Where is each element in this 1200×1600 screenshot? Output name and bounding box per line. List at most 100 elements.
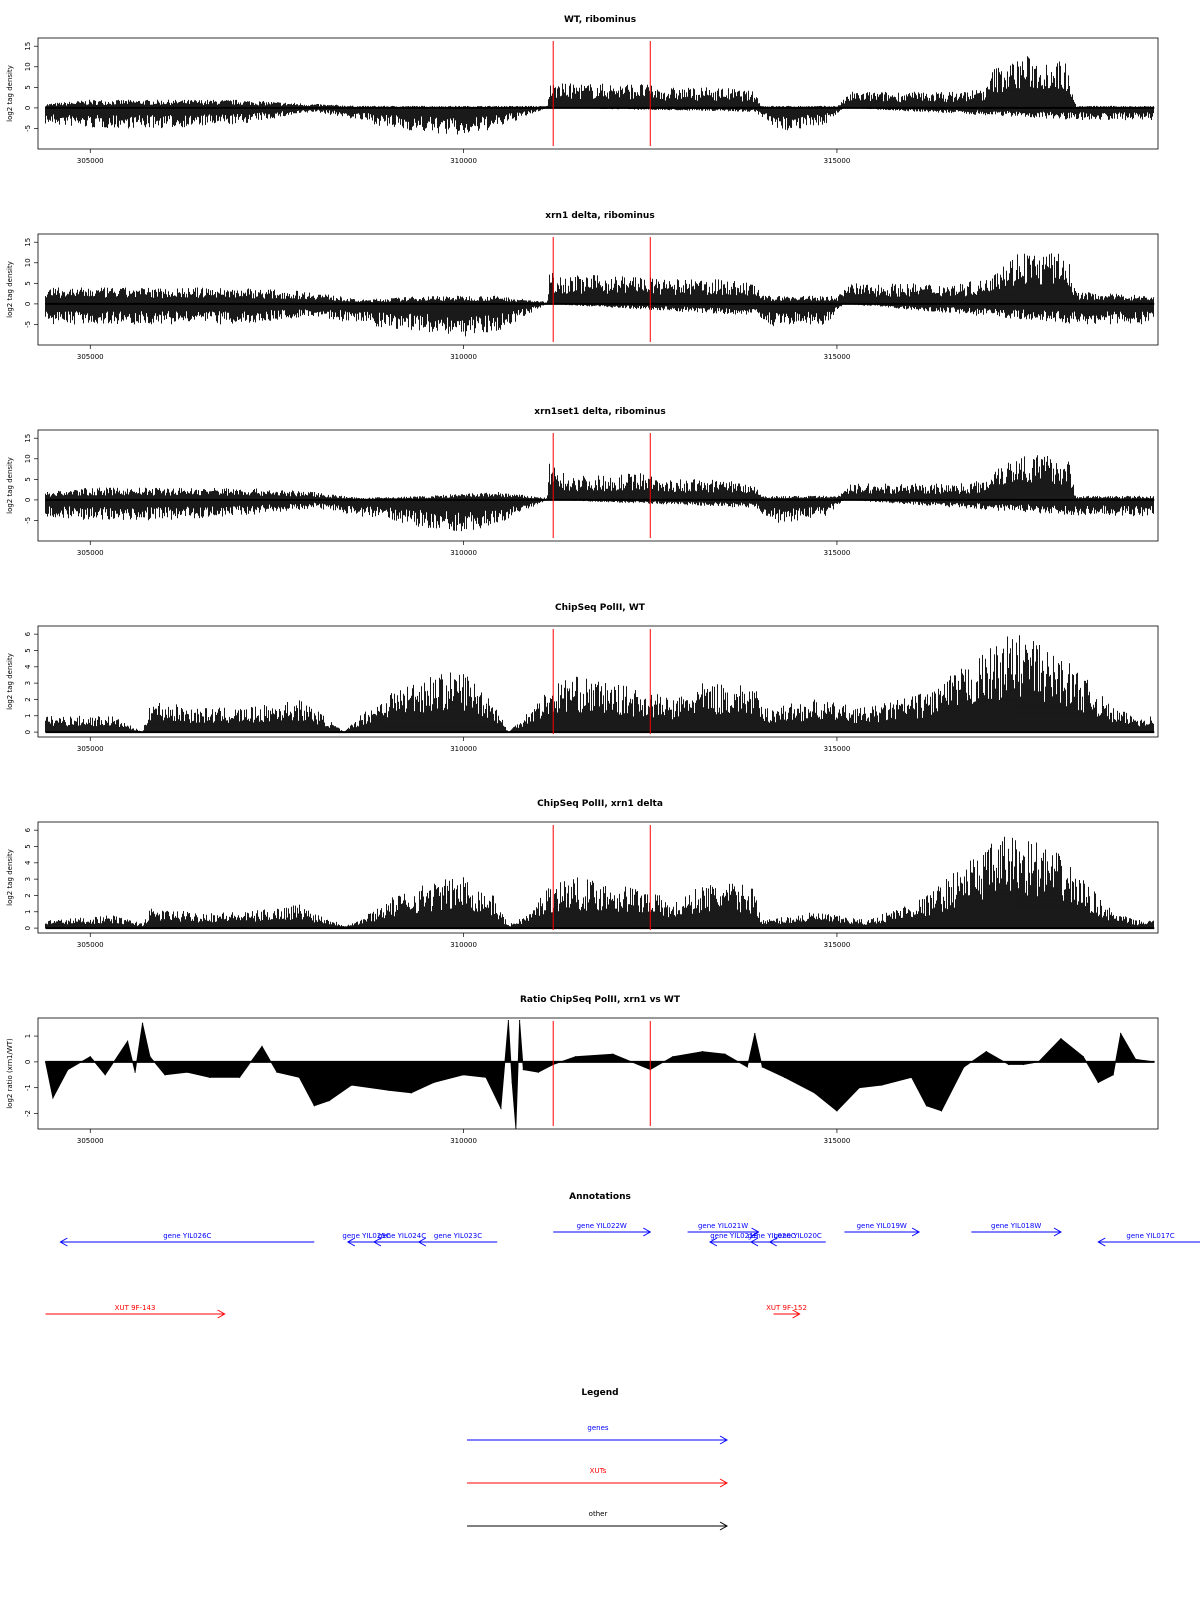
y-tick-label: 0 [24, 106, 32, 110]
x-tick-label: 310000 [450, 1137, 477, 1145]
y-tick-label: 6 [24, 631, 32, 636]
x-tick-label: 305000 [77, 353, 104, 361]
data-point [672, 1056, 674, 1058]
chart-title: xrn1set1 delta, ribominus [534, 407, 665, 417]
x-tick-label: 305000 [77, 549, 104, 557]
y-tick-label: 3 [24, 681, 32, 685]
data-point [813, 1092, 816, 1094]
y-tick-label: -1 [24, 1084, 32, 1091]
x-tick-label: 315000 [824, 941, 851, 949]
gene-arrow: gene YIL023C [417, 1232, 498, 1247]
chart-panel-4: ChipSeq PolII, xrn1 delta 0 1 2 3 4 5 6 log2 tag… [6, 799, 1159, 949]
y-tick-label: 4 [24, 664, 32, 669]
y-tick-label: 3 [24, 877, 32, 881]
data-marks [45, 253, 1155, 337]
data-point [52, 1097, 54, 1099]
arrow-head [751, 1227, 760, 1237]
data-point [784, 1076, 786, 1078]
y-tick-label: 0 [24, 302, 32, 306]
arrow-head [719, 1435, 729, 1445]
chart-title: xrn1 delta, ribominus [545, 211, 654, 221]
chart-panel-1: xrn1 delta, ribominus -5 0 5 10 15 log2 tag de… [6, 211, 1159, 361]
arrow-head [372, 1237, 382, 1247]
y-tick-label: 4 [24, 860, 32, 865]
y-tick-label: 15 [24, 42, 32, 51]
arrow-head [217, 1309, 226, 1319]
legend-label: XUTs [590, 1467, 607, 1475]
density-bars [45, 635, 1154, 733]
data-point [134, 1071, 136, 1073]
x-tick-label: 310000 [450, 353, 477, 361]
data-point [724, 1053, 726, 1055]
data-point [612, 1053, 614, 1055]
data-point [149, 1056, 151, 1058]
x-tick-label: 310000 [450, 549, 477, 557]
legend-label: genes [587, 1424, 608, 1432]
x-tick-label: 315000 [824, 1137, 851, 1145]
y-tick-label: 1 [24, 910, 32, 914]
arrow-head [911, 1227, 921, 1237]
y-tick-label: 5 [24, 844, 32, 848]
data-point [858, 1087, 860, 1089]
y-tick-label: 10 [24, 258, 32, 267]
gene-arrow: gene YIL021W [687, 1222, 760, 1237]
legend-item: XUTs [467, 1467, 729, 1488]
y-tick-label: 1 [24, 714, 32, 718]
legend-title: Legend [581, 1388, 618, 1398]
data-point [836, 1110, 838, 1112]
y-axis-label: log2 tag density [6, 65, 14, 122]
y-tick-label: 2 [24, 697, 32, 701]
y-axis-label: log2 tag density [6, 261, 14, 318]
arrow-head [719, 1521, 729, 1531]
data-point [209, 1076, 211, 1078]
chart-title: ChipSeq PolII, xrn1 delta [537, 799, 663, 809]
y-tick-label: 6 [24, 827, 32, 832]
data-point [746, 1066, 748, 1068]
data-point [388, 1089, 390, 1091]
y-axis-label: log2 tag density [6, 849, 14, 906]
arrow-head [750, 1237, 759, 1247]
legend-item: other [467, 1510, 729, 1531]
y-tick-label: 5 [24, 85, 32, 89]
arrow-head [59, 1237, 68, 1247]
y-tick-label: 0 [24, 730, 32, 734]
gene-label: gene YIL017C [1126, 1232, 1174, 1240]
plot-frame [37, 37, 1159, 150]
legend-item: genes [467, 1424, 729, 1445]
data-point [164, 1074, 166, 1076]
data-point [1135, 1058, 1137, 1060]
y-tick-label: 5 [24, 281, 32, 285]
data-point [410, 1092, 412, 1094]
plot-frame [37, 233, 1159, 346]
gene-arrow: gene YIL022W [553, 1222, 652, 1237]
y-tick-label: 2 [24, 893, 32, 897]
gene-label: gene YIL019W [857, 1222, 907, 1230]
arrow-head [719, 1478, 729, 1488]
y-tick-label: 0 [24, 1060, 32, 1064]
data-point [1060, 1038, 1062, 1040]
data-point [881, 1084, 883, 1086]
annotations-title: Annotations [569, 1192, 631, 1202]
data-point [522, 1069, 524, 1071]
arrow-head [643, 1227, 652, 1237]
data-point [1120, 1032, 1122, 1035]
gene-label: gene YIL024C [378, 1232, 426, 1240]
y-tick-label: -5 [24, 125, 32, 132]
gene-label: gene YIL018W [991, 1222, 1041, 1230]
data-point [89, 1056, 91, 1058]
chart-title: ChipSeq PolII, WT [555, 603, 646, 613]
data-point [127, 1040, 129, 1042]
data-marks [45, 836, 1155, 930]
chart-title: WT, ribominus [564, 15, 636, 25]
x-tick-label: 310000 [450, 157, 477, 165]
y-tick-label: 10 [24, 62, 32, 71]
data-point [911, 1076, 913, 1078]
gene-label: gene YIL023C [434, 1232, 482, 1240]
gene-label: gene YIL021W [698, 1222, 748, 1230]
xut-arrow: XUT 9F-143 [45, 1304, 226, 1319]
data-point [485, 1076, 487, 1078]
gene-label: gene YIL025C [342, 1232, 390, 1240]
data-point [507, 1019, 509, 1022]
